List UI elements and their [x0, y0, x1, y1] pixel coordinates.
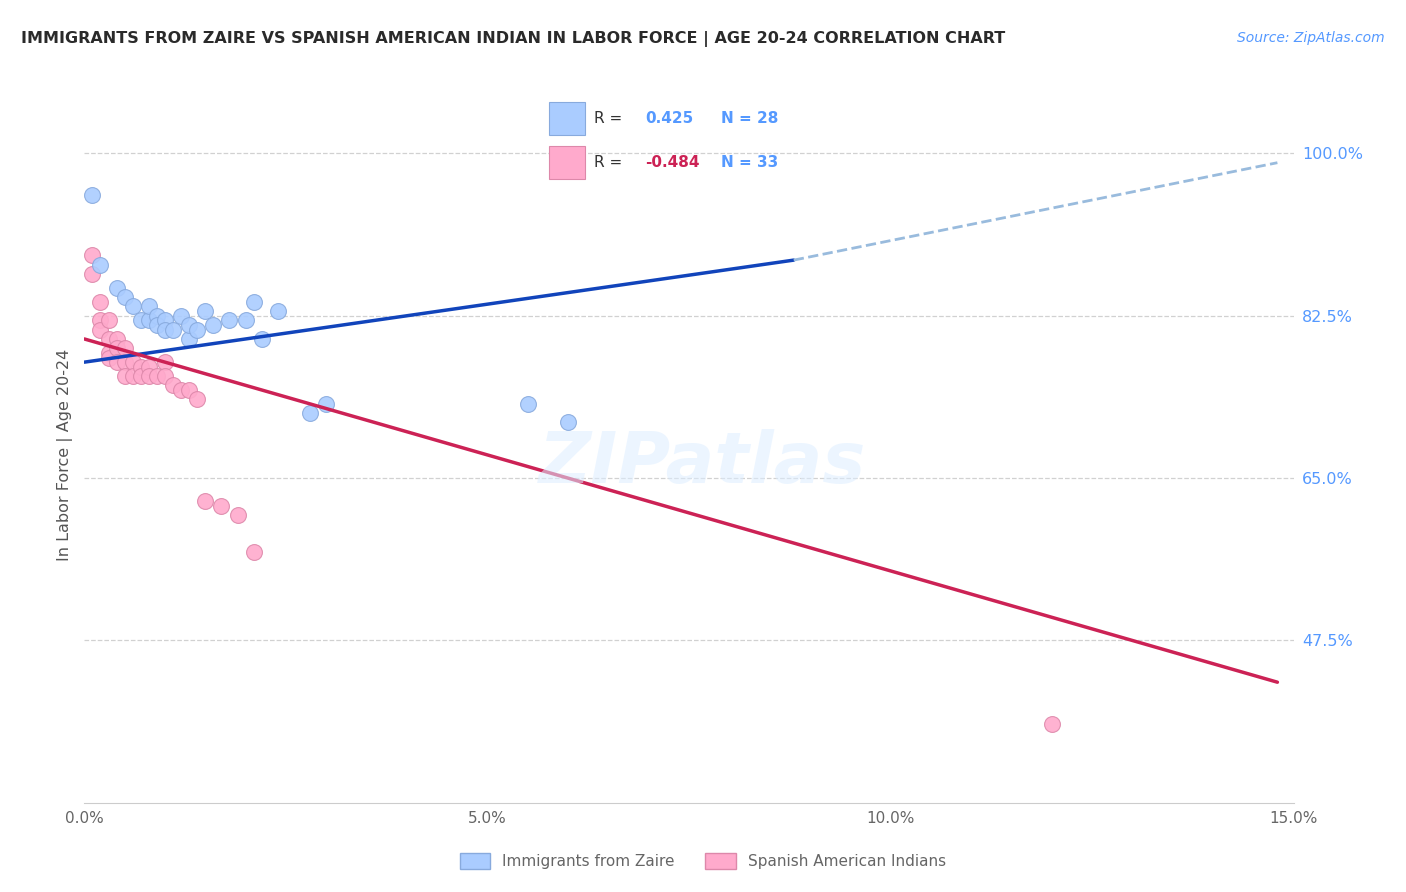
Text: N = 28: N = 28	[721, 111, 779, 126]
Point	[89, 313, 111, 327]
Point	[146, 369, 169, 384]
Point	[242, 545, 264, 559]
Point	[153, 369, 176, 384]
Point	[179, 383, 201, 397]
Point	[138, 369, 160, 384]
Y-axis label: In Labor Force | Age 20-24: In Labor Force | Age 20-24	[58, 349, 73, 561]
Point	[299, 406, 322, 420]
Point	[121, 369, 143, 384]
Point	[82, 267, 104, 281]
Point	[516, 397, 538, 411]
Point	[129, 313, 152, 327]
Point	[146, 309, 169, 323]
Text: Source: ZipAtlas.com: Source: ZipAtlas.com	[1237, 31, 1385, 45]
Point	[114, 290, 136, 304]
Point	[82, 188, 104, 202]
Point	[315, 397, 337, 411]
Point	[114, 355, 136, 369]
Text: R =: R =	[595, 155, 623, 170]
Point	[138, 300, 160, 314]
FancyBboxPatch shape	[548, 145, 585, 179]
Point	[267, 304, 290, 318]
Point	[162, 378, 184, 392]
Point	[89, 294, 111, 309]
Point	[97, 332, 120, 346]
FancyBboxPatch shape	[548, 102, 585, 136]
Point	[105, 341, 128, 355]
Point	[242, 294, 264, 309]
Point	[170, 309, 193, 323]
Text: 0.425: 0.425	[645, 111, 693, 126]
Legend: Immigrants from Zaire, Spanish American Indians: Immigrants from Zaire, Spanish American …	[454, 847, 952, 875]
Point	[114, 341, 136, 355]
Point	[89, 323, 111, 337]
Point	[89, 258, 111, 272]
Point	[202, 318, 225, 332]
Point	[121, 355, 143, 369]
Point	[218, 313, 240, 327]
Text: N = 33: N = 33	[721, 155, 779, 170]
Text: ZIPatlas: ZIPatlas	[540, 429, 866, 499]
Text: R =: R =	[595, 111, 623, 126]
Point	[129, 369, 152, 384]
Point	[170, 383, 193, 397]
Point	[114, 369, 136, 384]
Point	[194, 494, 217, 508]
Point	[186, 323, 208, 337]
Point	[226, 508, 249, 523]
Point	[97, 313, 120, 327]
Point	[129, 359, 152, 374]
Point	[105, 281, 128, 295]
Point	[138, 313, 160, 327]
Point	[162, 323, 184, 337]
Point	[179, 332, 201, 346]
Point	[121, 300, 143, 314]
Point	[138, 359, 160, 374]
Point	[105, 332, 128, 346]
Point	[186, 392, 208, 407]
Point	[194, 304, 217, 318]
Point	[179, 318, 201, 332]
Point	[250, 332, 273, 346]
Point	[153, 313, 176, 327]
Point	[153, 323, 176, 337]
Point	[97, 346, 120, 360]
Point	[153, 355, 176, 369]
Point	[1040, 717, 1063, 731]
Point	[97, 351, 120, 365]
Point	[105, 355, 128, 369]
Point	[209, 499, 232, 513]
Point	[146, 318, 169, 332]
Point	[82, 248, 104, 262]
Point	[557, 416, 579, 430]
Text: -0.484: -0.484	[645, 155, 700, 170]
Text: IMMIGRANTS FROM ZAIRE VS SPANISH AMERICAN INDIAN IN LABOR FORCE | AGE 20-24 CORR: IMMIGRANTS FROM ZAIRE VS SPANISH AMERICA…	[21, 31, 1005, 47]
Point	[235, 313, 257, 327]
